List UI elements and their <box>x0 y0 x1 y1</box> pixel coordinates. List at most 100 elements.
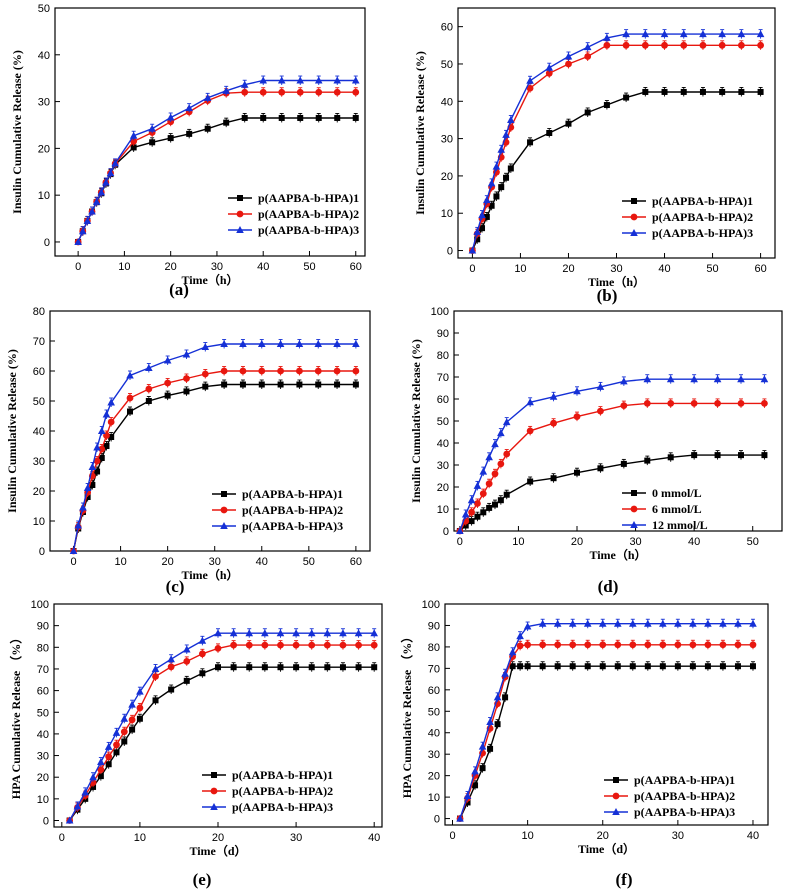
data-point <box>277 367 284 375</box>
data-point <box>479 765 486 772</box>
data-point <box>73 802 82 810</box>
data-point <box>583 43 592 51</box>
data-point <box>483 213 490 220</box>
y-tick-label: 80 <box>33 306 45 318</box>
data-point <box>277 641 284 649</box>
data-point <box>719 641 727 649</box>
data-point <box>221 381 228 388</box>
data-point <box>565 120 572 127</box>
data-point <box>215 664 221 671</box>
data-point <box>468 508 475 516</box>
data-point <box>629 641 637 649</box>
y-tick-label: 0 <box>434 814 440 826</box>
x-tick-label: 20 <box>162 556 174 568</box>
data-point <box>493 693 502 701</box>
data-point <box>497 145 506 153</box>
y-tick-label: 60 <box>441 22 453 34</box>
data-point <box>479 225 486 232</box>
data-point <box>296 88 304 96</box>
chart-panel-c: 0 10 20 30 40 50 60 0 10 20 30 40 50 60 70 80 Time（h） Ins… <box>5 306 371 596</box>
y-axis-label: HPA Cumulative Release （%） <box>399 631 414 798</box>
data-point <box>307 629 316 637</box>
data-point <box>737 30 746 38</box>
data-point <box>644 619 652 627</box>
data-point <box>704 641 712 649</box>
data-point <box>354 629 363 637</box>
data-point <box>245 641 253 649</box>
data-point <box>204 125 211 132</box>
data-point <box>584 663 591 670</box>
data-point <box>88 207 96 215</box>
data-point <box>164 379 172 387</box>
data-point <box>239 367 247 375</box>
data-point <box>112 728 121 736</box>
y-tick-label: 40 <box>441 96 453 108</box>
x-tick-label: 20 <box>212 832 224 844</box>
y-tick-label: 100 <box>422 599 440 611</box>
data-point <box>107 418 115 426</box>
data-point <box>183 388 190 395</box>
data-point <box>603 33 611 41</box>
data-point <box>297 114 304 121</box>
x-tick-label: 0 <box>469 263 475 275</box>
y-tick-label: 10 <box>437 504 449 516</box>
legend-entry: p(AAPBA-b-HPA)3 <box>232 800 333 814</box>
x-tick-label: 0 <box>457 536 463 548</box>
series-1 <box>469 87 764 254</box>
data-point <box>737 400 745 407</box>
data-point <box>549 392 558 400</box>
data-point <box>516 642 524 650</box>
data-point <box>220 340 228 347</box>
plot-frame <box>444 603 769 826</box>
series-3 <box>69 339 360 554</box>
x-tick-label: 60 <box>754 263 766 275</box>
data-point <box>471 767 479 775</box>
data-point <box>503 491 510 498</box>
data-point <box>308 664 315 671</box>
data-point <box>113 749 120 756</box>
data-point <box>315 88 323 96</box>
data-point <box>333 76 342 84</box>
y-tick-label: 20 <box>37 772 49 784</box>
data-point <box>494 721 501 728</box>
series-3 <box>468 29 765 254</box>
data-point <box>120 714 129 722</box>
data-point <box>487 745 494 752</box>
data-point <box>89 773 97 781</box>
data-point <box>295 340 304 347</box>
y-tick-label: 0 <box>447 246 453 258</box>
data-point <box>355 641 362 649</box>
data-point <box>183 657 191 665</box>
data-point <box>126 394 134 402</box>
series-2 <box>456 398 768 535</box>
data-point <box>674 663 681 670</box>
chart-panel-e: 0 10 20 30 40 0 10 20 30 40 50 60 70 80 90 100 Time（d） HP… <box>8 599 383 889</box>
data-point <box>491 440 499 448</box>
data-point <box>167 655 175 663</box>
legend: p(AAPBA-b-HPA)1 p(AAPBA-b-HPA)2 p(AAPBA-b-… <box>228 191 359 237</box>
data-point <box>584 53 592 60</box>
data-point <box>550 419 557 427</box>
legend-entry: 6 mmol/L <box>652 502 702 516</box>
legend-entry: p(AAPBA-b-HPA)2 <box>242 503 343 517</box>
x-tick-label: 10 <box>514 263 526 275</box>
data-point <box>113 741 120 749</box>
x-tick-label: 40 <box>257 261 269 273</box>
data-point <box>333 88 341 96</box>
legend-entry: p(AAPBA-b-HPA)2 <box>258 207 359 221</box>
data-point <box>259 76 268 84</box>
data-point <box>152 697 159 704</box>
y-tick-label: 40 <box>437 438 449 450</box>
legend-marker <box>630 521 638 528</box>
data-point <box>107 398 115 406</box>
data-point <box>474 513 481 520</box>
y-tick-label: 40 <box>33 426 45 438</box>
data-point <box>97 188 106 196</box>
data-point <box>497 460 505 468</box>
data-point <box>278 88 286 96</box>
data-point <box>240 80 249 88</box>
legend: p(AAPBA-b-HPA)1 p(AAPBA-b-HPA)2 p(AAPBA-b-… <box>604 773 735 819</box>
data-point <box>152 673 159 680</box>
x-tick-label: 20 <box>571 536 583 548</box>
data-point <box>734 641 742 649</box>
